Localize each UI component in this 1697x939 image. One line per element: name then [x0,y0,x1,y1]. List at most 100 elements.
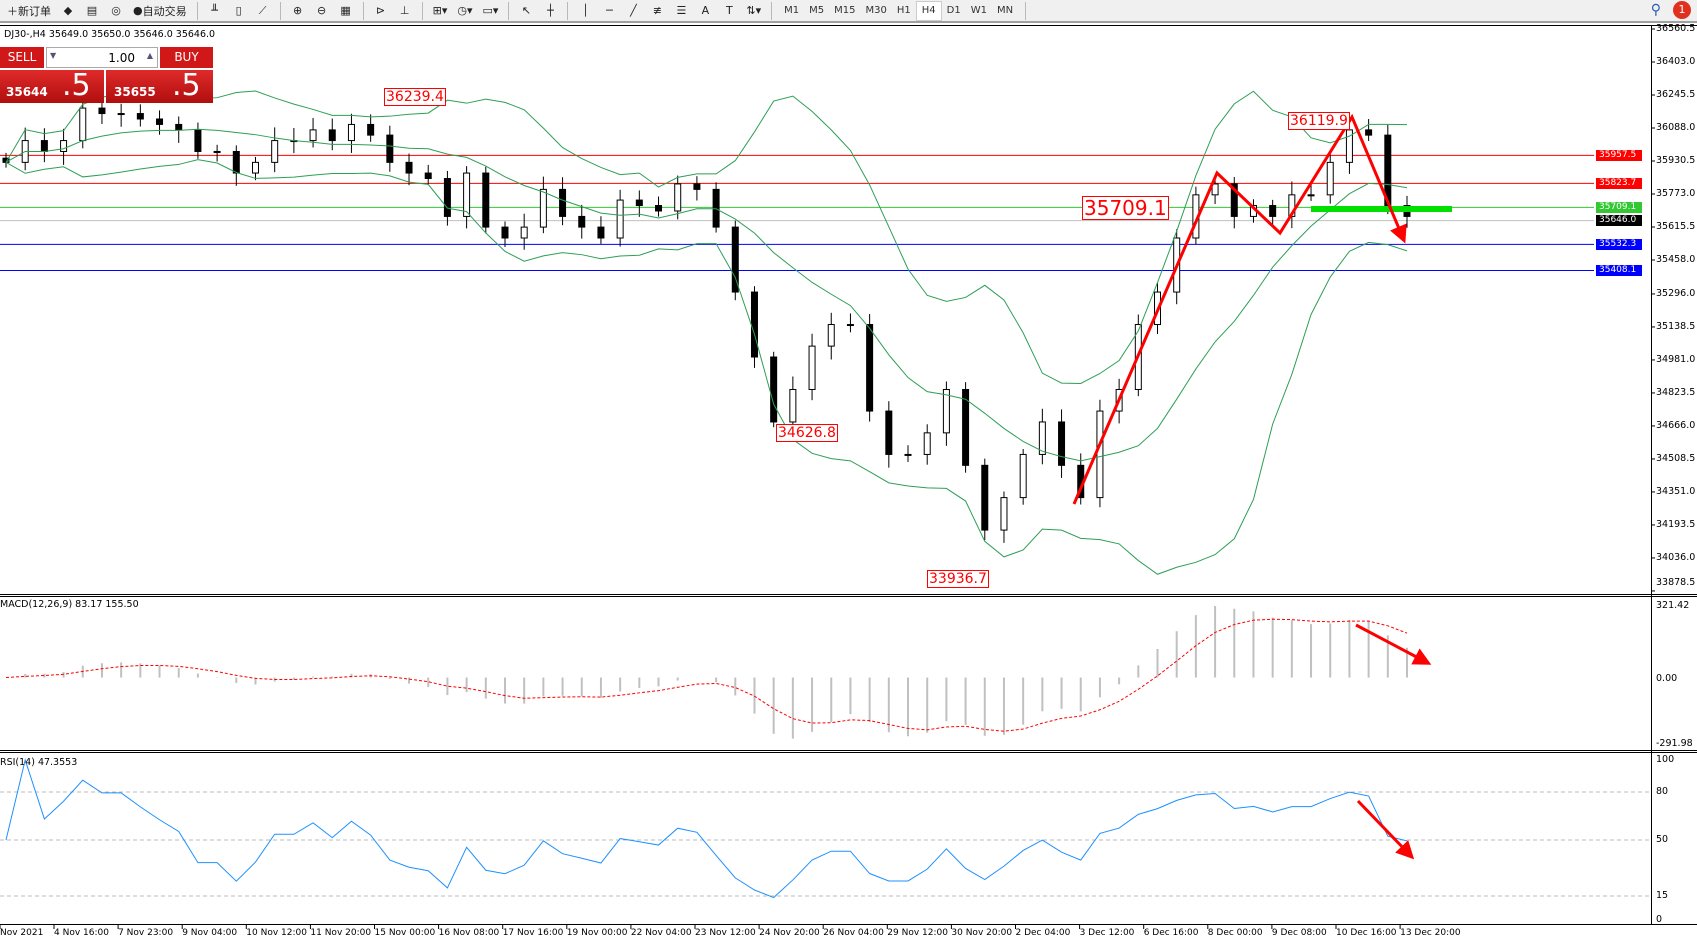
candle-body [251,161,259,174]
sell-button[interactable]: SELL [0,47,44,68]
autoscroll-icon[interactable]: ⊥ [399,4,410,17]
timeframe-m15[interactable]: M15 [834,5,856,16]
price-level-label: 35532.3 [1596,238,1642,250]
candle-body [1096,410,1104,499]
lot-size-input[interactable]: 1.00 [108,51,135,65]
bar-chart-icon[interactable]: ╨ [211,4,218,17]
candle-body [60,140,68,152]
candle-body [79,107,87,142]
decrease-lot-icon[interactable]: ▼ [50,51,57,60]
periods-icon[interactable]: ◷▾ [457,4,473,17]
axis-line [1651,25,1652,925]
candle-body [405,161,413,174]
timeframe-m5[interactable]: M5 [809,5,825,16]
rsi-axis-label: 50 [1656,834,1669,845]
candle-body [539,188,547,228]
timeframe-h4[interactable]: H4 [915,0,942,21]
auto-trade-button[interactable]: ● 自动交易 [133,4,187,18]
trendline-icon[interactable]: ╱ [630,4,637,17]
divider [421,1,423,20]
annotation-high-2: 36119.9 [1288,112,1350,130]
time-axis-label: 7 Nov 23:00 [118,928,174,938]
templates-icon[interactable]: ▭▾ [482,4,499,17]
candle-body [1365,129,1373,136]
timeframe-m1[interactable]: M1 [784,5,800,16]
fibo-fan-icon[interactable]: ☰ [676,4,687,17]
macd-pane[interactable] [0,596,1697,751]
notification-badge[interactable]: 1 [1673,1,1691,19]
price-chart-pane[interactable] [0,25,1697,595]
new-order-label: 新订单 [18,4,51,18]
candle-body [635,199,643,207]
candle-body [1038,421,1046,455]
search-icon[interactable]: ⚲ [1650,2,1661,18]
candle-body [367,123,375,136]
divider [567,1,569,20]
timeframe-mn[interactable]: MN [996,5,1014,16]
ask-price-button[interactable]: 35655 .5 [106,68,213,103]
candle-body [117,113,125,116]
market-watch-icon[interactable]: ◆ [63,4,73,17]
zoom-in-icon[interactable]: ⊕ [293,4,303,17]
divider [279,1,281,20]
timeframe-d1[interactable]: D1 [946,5,961,16]
crosshair-icon[interactable]: ┼ [547,4,554,17]
candle-body [693,183,701,190]
buy-button[interactable]: BUY [160,47,213,68]
annotation-high-1: 36239.4 [384,88,446,106]
time-axis-label: 23 Nov 12:00 [695,928,756,938]
price-axis-label: 36245.5 [1656,89,1696,100]
candle-body [309,129,317,142]
horizontal-line-icon[interactable]: ─ [606,4,613,17]
price-axis-label: 33878.5 [1656,577,1696,588]
chart-shift-icon[interactable]: ⊳ [376,4,386,17]
one-click-trading-panel: SELL ▼ 1.00 ▲ BUY 35644 .5 35655 .5 [0,47,213,103]
candle-body [501,226,509,239]
time-axis-label: 19 Nov 00:00 [566,928,628,938]
rsi-pane[interactable] [0,752,1697,925]
indicators-icon[interactable]: ⊞▾ [432,4,448,17]
bid-price-button[interactable]: 35644 .5 [0,68,104,103]
text-icon[interactable]: A [701,4,710,17]
price-axis-label: 35138.5 [1656,320,1696,332]
candle-body [194,129,202,152]
zoom-out-icon[interactable]: ⊖ [317,4,327,17]
toolbar: ＋ 新订单 ◆ ▤ ◎ ● 自动交易 ╨ ▯ ⟋ ⊕ ⊖ ▦ ⊳ ⊥ ⊞▾ ◷▾… [0,0,1697,23]
price-level-label: 35823.7 [1596,177,1642,189]
divider [1025,1,1027,20]
price-axis-label: 34981.0 [1656,353,1696,365]
timeframe-w1[interactable]: W1 [970,5,987,16]
candle-body [770,356,778,423]
time-axis-label: 10 Nov 12:00 [246,928,307,938]
price-axis-label: 35458.0 [1656,254,1696,265]
navigator-icon[interactable]: ▤ [86,4,98,17]
candle-body [40,140,48,152]
vertical-line-icon[interactable]: │ [582,4,589,17]
time-axis-label: 15 Nov 00:00 [374,928,436,938]
cursor-icon[interactable]: ↖ [521,4,532,17]
price-axis-label: 34823.5 [1656,386,1696,398]
increase-lot-icon[interactable]: ▲ [146,51,153,60]
fibo-icon[interactable]: ≢ [652,4,663,17]
text-label-icon[interactable]: T [726,4,733,17]
candle-body [328,129,336,142]
time-axis-label: 4 Nov 16:00 [54,928,109,938]
bollinger-middle [5,128,1408,462]
ask-pips: .5 [172,68,201,103]
candle-body [655,205,663,212]
candlestick-icon[interactable]: ▯ [235,4,242,17]
price-axis-label: 36403.0 [1656,56,1696,67]
signals-icon[interactable]: ◎ [111,4,121,17]
candle-body [789,388,797,423]
new-order-button[interactable]: ＋ 新订单 [7,4,51,18]
candle-body [942,388,950,434]
annotation-low-2: 33936.7 [927,570,989,588]
candle-body [424,172,432,179]
candle-body [731,226,739,293]
tile-windows-icon[interactable]: ▦ [340,4,351,17]
line-chart-icon[interactable]: ⟋ [258,3,267,17]
arrows-icon[interactable]: ⇅▾ [746,4,762,17]
lot-size-stepper[interactable]: ▼ 1.00 ▲ [46,47,158,68]
timeframe-m30[interactable]: M30 [865,5,887,16]
timeframe-h1[interactable]: H1 [896,5,911,16]
